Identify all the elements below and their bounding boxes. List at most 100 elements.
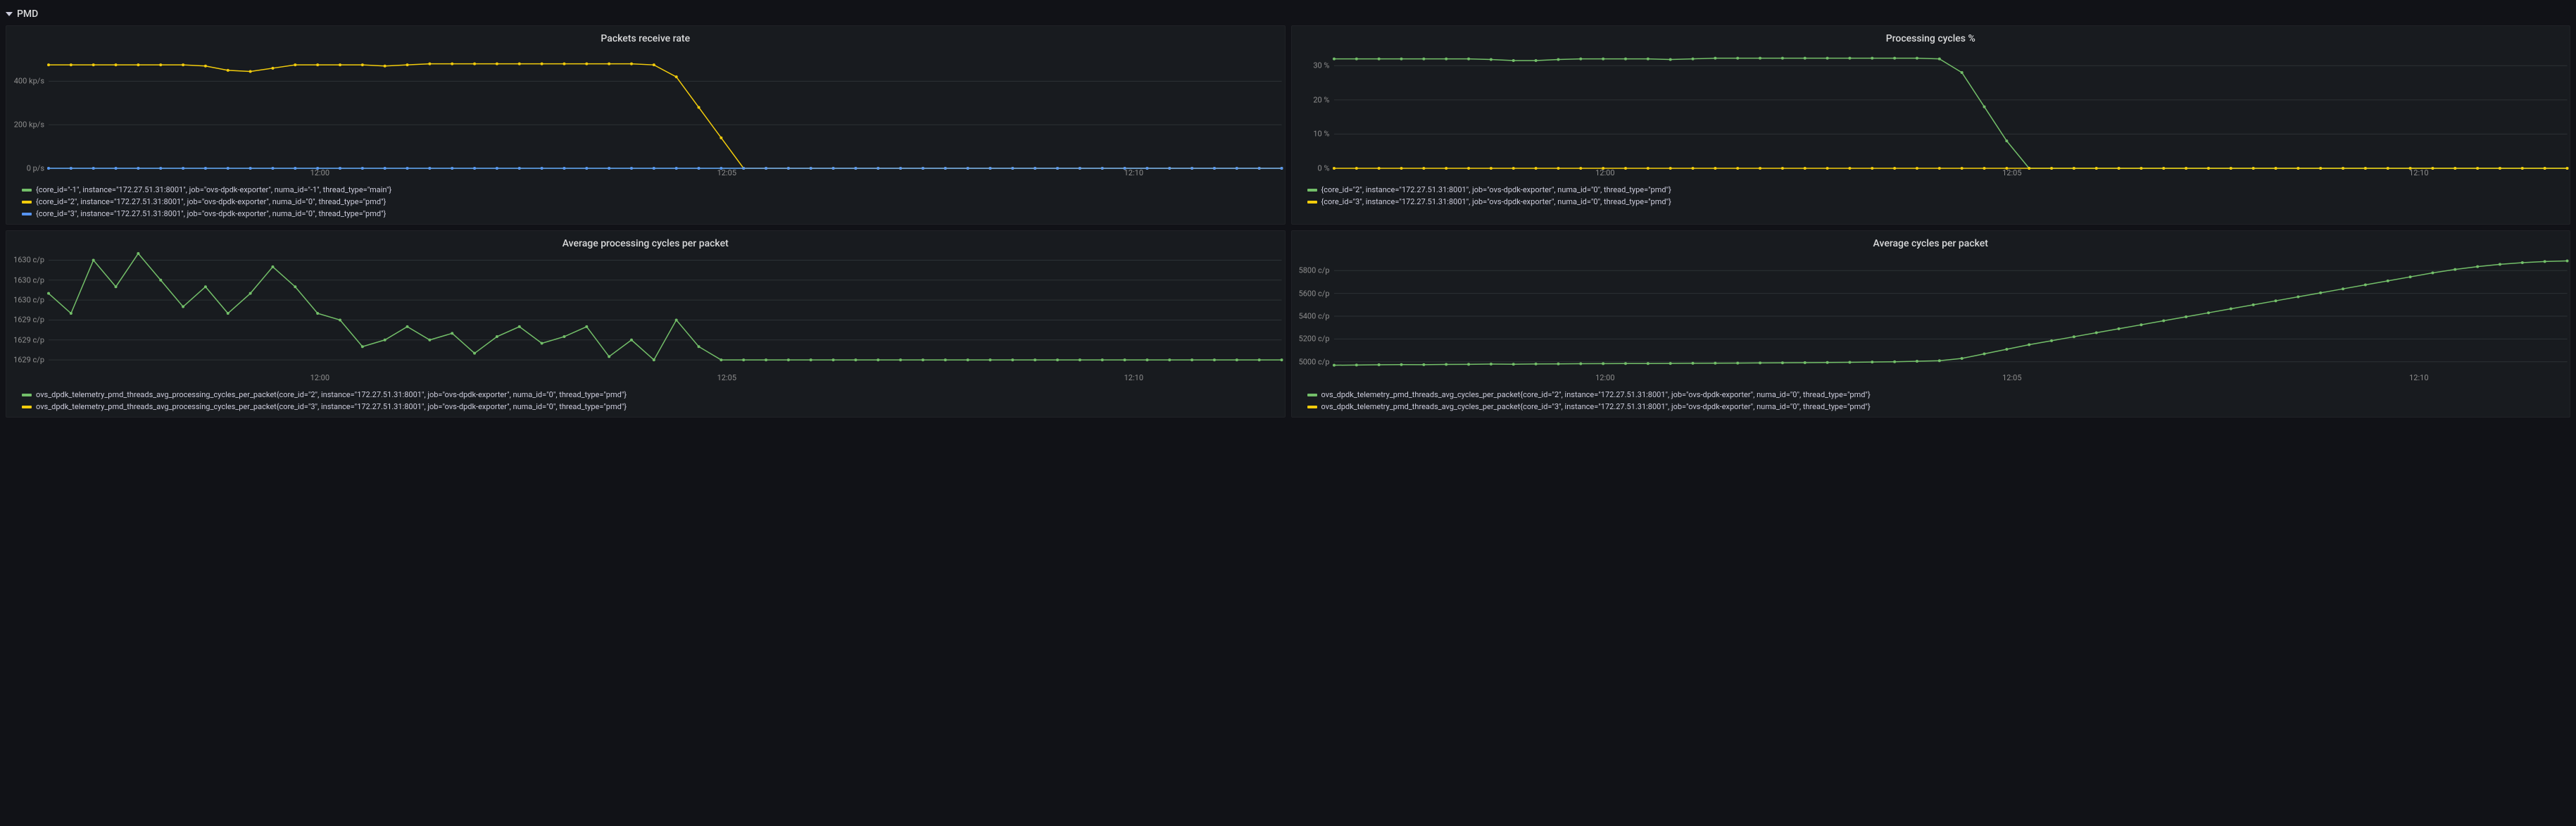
series-point[interactable]	[1759, 57, 1761, 60]
plot[interactable]	[1334, 254, 2568, 373]
series-point[interactable]	[1445, 58, 1447, 61]
series-point[interactable]	[2476, 265, 2479, 268]
plot[interactable]	[49, 254, 1282, 373]
series-point[interactable]	[1534, 59, 1537, 62]
series-point[interactable]	[2251, 304, 2254, 306]
series-point[interactable]	[1960, 357, 1963, 360]
series-point[interactable]	[1489, 58, 1492, 61]
series-point[interactable]	[2185, 315, 2187, 318]
legend-item[interactable]: ovs_dpdk_telemetry_pmd_threads_avg_proce…	[22, 402, 1279, 411]
series-point[interactable]	[159, 279, 162, 282]
series-point[interactable]	[182, 63, 184, 66]
series-point[interactable]	[473, 352, 476, 355]
series-point[interactable]	[384, 339, 387, 342]
series-point[interactable]	[1893, 361, 1896, 363]
series-point[interactable]	[1079, 358, 1081, 361]
plot[interactable]	[1334, 49, 2568, 168]
series-point[interactable]	[653, 358, 655, 361]
series-point[interactable]	[698, 345, 700, 348]
series-point[interactable]	[585, 63, 588, 65]
series-point[interactable]	[1780, 57, 1783, 60]
series-point[interactable]	[70, 312, 73, 315]
series-point[interactable]	[1213, 358, 1216, 361]
legend-item[interactable]: {core_id="3", instance="172.27.51.31:800…	[1307, 197, 2565, 206]
series-point[interactable]	[2274, 299, 2277, 302]
series-point[interactable]	[1691, 362, 1694, 365]
series-point[interactable]	[204, 65, 207, 68]
series-point[interactable]	[316, 312, 319, 315]
series-point[interactable]	[70, 63, 73, 66]
series-point[interactable]	[742, 358, 745, 361]
series-point[interactable]	[2342, 287, 2344, 290]
series-point[interactable]	[227, 69, 230, 72]
series-point[interactable]	[1489, 363, 1492, 365]
series-point[interactable]	[1937, 58, 1940, 61]
series-point[interactable]	[608, 63, 610, 65]
series-point[interactable]	[1281, 358, 1283, 361]
series-point[interactable]	[1333, 364, 1336, 367]
series-point[interactable]	[159, 63, 162, 66]
series-point[interactable]	[1422, 58, 1425, 61]
series-point[interactable]	[1669, 362, 1671, 365]
legend-item[interactable]: {core_id="-1", instance="172.27.51.31:80…	[22, 185, 1279, 194]
series-point[interactable]	[787, 358, 790, 361]
series-point[interactable]	[967, 358, 969, 361]
series-point[interactable]	[1714, 57, 1716, 60]
series-point[interactable]	[2206, 311, 2209, 314]
series-point[interactable]	[2028, 344, 2030, 346]
series-point[interactable]	[1759, 361, 1761, 364]
series-point[interactable]	[2565, 260, 2568, 263]
series-point[interactable]	[1011, 358, 1014, 361]
series-point[interactable]	[1937, 359, 1940, 362]
series-point[interactable]	[92, 63, 95, 66]
series-point[interactable]	[2386, 280, 2389, 282]
series-point[interactable]	[1646, 58, 1649, 61]
series-point[interactable]	[1803, 361, 1806, 364]
series-point[interactable]	[2543, 260, 2546, 263]
series-point[interactable]	[2005, 139, 2008, 142]
series-point[interactable]	[1826, 361, 1828, 364]
series-point[interactable]	[1623, 362, 1626, 365]
series-point[interactable]	[1736, 362, 1739, 365]
series-point[interactable]	[2454, 268, 2456, 271]
series-point[interactable]	[249, 292, 252, 295]
series-point[interactable]	[1467, 58, 1470, 61]
series-point[interactable]	[1915, 360, 1918, 363]
panel-avg-proc-cycles-per-packet[interactable]: Average processing cycles per packet1629…	[6, 230, 1286, 418]
series-point[interactable]	[1101, 358, 1104, 361]
series-point[interactable]	[899, 358, 902, 361]
series-point[interactable]	[1168, 358, 1171, 361]
series-point[interactable]	[2520, 261, 2523, 264]
panel-packets-receive-rate[interactable]: Packets receive rate0 p/s200 kp/s400 kp/…	[6, 25, 1286, 225]
series-point[interactable]	[675, 75, 678, 78]
legend-item[interactable]: ovs_dpdk_telemetry_pmd_threads_avg_cycle…	[1307, 402, 2565, 411]
series-point[interactable]	[1871, 361, 1873, 363]
series-point[interactable]	[1602, 362, 1604, 365]
series-point[interactable]	[1826, 57, 1828, 60]
series-point[interactable]	[92, 258, 95, 261]
legend-item[interactable]: {core_id="2", instance="172.27.51.31:800…	[1307, 185, 2565, 194]
series-point[interactable]	[137, 252, 139, 255]
series-point[interactable]	[675, 318, 678, 321]
series-point[interactable]	[1557, 58, 1559, 61]
series-point[interactable]	[1512, 363, 1514, 365]
series-point[interactable]	[1848, 361, 1851, 363]
series-point[interactable]	[541, 63, 544, 65]
series-point[interactable]	[1691, 58, 1694, 61]
legend-item[interactable]: ovs_dpdk_telemetry_pmd_threads_avg_proce…	[22, 390, 1279, 399]
series-point[interactable]	[1467, 363, 1470, 365]
series-point[interactable]	[563, 335, 565, 338]
series-point[interactable]	[1736, 57, 1739, 60]
series-point[interactable]	[1236, 358, 1238, 361]
series-point[interactable]	[2229, 308, 2232, 311]
series-point[interactable]	[339, 318, 341, 321]
series-point[interactable]	[182, 306, 184, 308]
series-point[interactable]	[2319, 292, 2322, 294]
series-point[interactable]	[765, 358, 767, 361]
series-point[interactable]	[1377, 58, 1380, 61]
series-point[interactable]	[361, 63, 364, 66]
chart-area[interactable]: 0 p/s200 kp/s400 kp/s	[9, 49, 1282, 168]
series-point[interactable]	[2498, 263, 2501, 265]
series-point[interactable]	[428, 339, 431, 342]
series-point[interactable]	[608, 355, 610, 358]
